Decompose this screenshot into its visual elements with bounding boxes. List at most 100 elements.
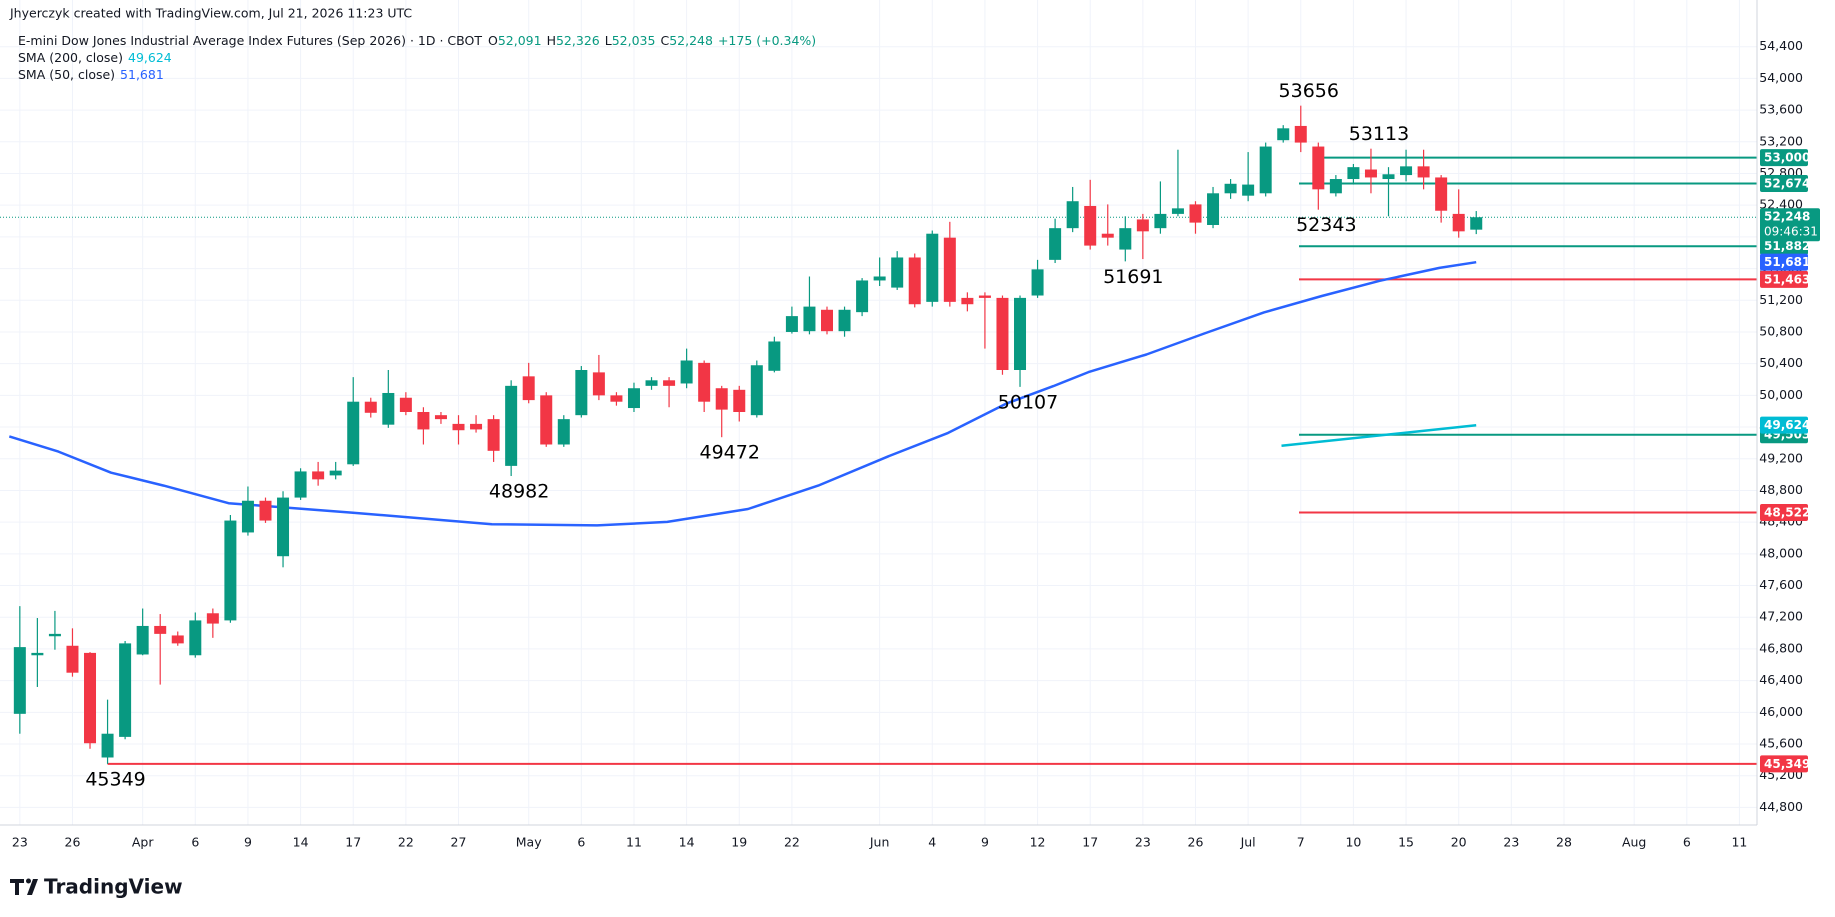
candle bbox=[1207, 186, 1220, 229]
candle-body bbox=[803, 306, 816, 332]
legend-entry: SMA (200, close) 49,624 bbox=[18, 50, 172, 65]
price-tag-label: 51,882 bbox=[1764, 239, 1810, 253]
candle-body bbox=[277, 497, 290, 557]
candle bbox=[119, 641, 132, 740]
candle-body bbox=[663, 380, 676, 386]
y-tick-label: 46,000 bbox=[1759, 704, 1803, 719]
candle bbox=[522, 362, 535, 404]
candle-body bbox=[856, 280, 869, 313]
candle-body bbox=[224, 520, 237, 621]
candle bbox=[1259, 142, 1272, 197]
candle-body bbox=[1031, 269, 1044, 296]
candle bbox=[487, 415, 500, 462]
candle bbox=[241, 486, 254, 536]
x-tick-label: 14 bbox=[679, 835, 695, 850]
annotation: 53113 bbox=[1349, 123, 1409, 145]
x-tick-label: 9 bbox=[244, 835, 252, 850]
candle-body bbox=[31, 652, 44, 656]
candle-body bbox=[13, 647, 26, 714]
x-tick-label: 6 bbox=[577, 835, 585, 850]
x-tick-label: Apr bbox=[132, 835, 154, 850]
candle-body bbox=[434, 415, 447, 420]
annotation: 52343 bbox=[1296, 214, 1356, 236]
candle-body bbox=[470, 423, 483, 430]
candle-body bbox=[206, 613, 219, 624]
candle bbox=[1347, 163, 1360, 185]
x-tick-label: 26 bbox=[65, 835, 81, 850]
candle bbox=[698, 360, 711, 412]
y-tick-label: 53,600 bbox=[1759, 102, 1803, 117]
candle-body bbox=[592, 372, 605, 396]
x-tick-label: 27 bbox=[451, 835, 467, 850]
x-tick-label: 6 bbox=[191, 835, 199, 850]
price-tag bbox=[1760, 755, 1808, 773]
candle bbox=[575, 366, 588, 418]
candle bbox=[1101, 204, 1114, 246]
price-tag-label: 51,681 bbox=[1764, 255, 1810, 269]
x-tick-label: 6 bbox=[1683, 835, 1691, 850]
candle bbox=[680, 348, 693, 389]
grid bbox=[0, 0, 1757, 825]
candle-body bbox=[610, 395, 623, 402]
candle bbox=[540, 392, 553, 447]
candle bbox=[1470, 211, 1483, 235]
candle bbox=[277, 491, 290, 568]
candle-body bbox=[417, 411, 430, 430]
candle-body bbox=[1417, 166, 1430, 178]
candle-body bbox=[101, 733, 114, 758]
y-tick-label: 50,800 bbox=[1759, 323, 1803, 338]
candle-body bbox=[399, 397, 412, 412]
candle-body bbox=[136, 625, 149, 655]
annotation: 48982 bbox=[489, 481, 549, 503]
candle bbox=[452, 415, 465, 445]
candle-body bbox=[820, 309, 833, 332]
candle bbox=[382, 370, 395, 428]
candle-body bbox=[1364, 169, 1377, 178]
candle-body bbox=[505, 385, 518, 466]
price-tag bbox=[1760, 253, 1808, 271]
candle bbox=[1066, 186, 1079, 233]
candle bbox=[1224, 179, 1237, 199]
price-tag bbox=[1760, 503, 1808, 521]
candle-body bbox=[312, 471, 325, 480]
candle-body bbox=[645, 380, 658, 386]
candle-body bbox=[154, 625, 167, 634]
legend-value: 51,681 bbox=[120, 67, 164, 82]
candle bbox=[926, 230, 939, 307]
legend-entry: SMA (50, close) 51,681 bbox=[18, 67, 164, 82]
x-tick-label: 10 bbox=[1345, 835, 1361, 850]
ohlc-value: 52,248 bbox=[669, 33, 713, 48]
candle bbox=[171, 631, 184, 646]
sma-line bbox=[8, 260, 1477, 527]
candle-body bbox=[84, 652, 97, 744]
candle bbox=[1382, 167, 1395, 217]
candle bbox=[908, 253, 921, 308]
annotation: 50107 bbox=[998, 391, 1058, 413]
ohlc-value: 52,035 bbox=[612, 33, 656, 48]
candle-body bbox=[873, 276, 886, 281]
logo-icon bbox=[26, 878, 31, 884]
annotation: 49472 bbox=[699, 442, 759, 464]
candle bbox=[1277, 125, 1290, 143]
candle bbox=[1364, 148, 1377, 194]
x-tick-label: 20 bbox=[1451, 835, 1467, 850]
price-tag bbox=[1760, 416, 1808, 434]
x-tick-label: 19 bbox=[731, 835, 747, 850]
y-tick-label: 44,800 bbox=[1759, 799, 1803, 814]
candle-body bbox=[785, 316, 798, 332]
candle bbox=[978, 292, 991, 349]
candle-body bbox=[1101, 233, 1114, 238]
x-tick-label: 23 bbox=[12, 835, 28, 850]
annotation: 53656 bbox=[1279, 80, 1339, 102]
price-tag bbox=[1760, 174, 1808, 192]
candle-body bbox=[171, 635, 184, 644]
candle bbox=[154, 614, 167, 685]
candle bbox=[101, 699, 114, 764]
x-tick-label: 14 bbox=[293, 835, 309, 850]
ohlc-key: H bbox=[547, 33, 556, 48]
candle-body bbox=[294, 471, 307, 498]
countdown: 09:46:31 bbox=[1764, 225, 1818, 239]
candle bbox=[399, 392, 412, 416]
y-tick-label: 47,600 bbox=[1759, 577, 1803, 592]
candle bbox=[803, 276, 816, 335]
